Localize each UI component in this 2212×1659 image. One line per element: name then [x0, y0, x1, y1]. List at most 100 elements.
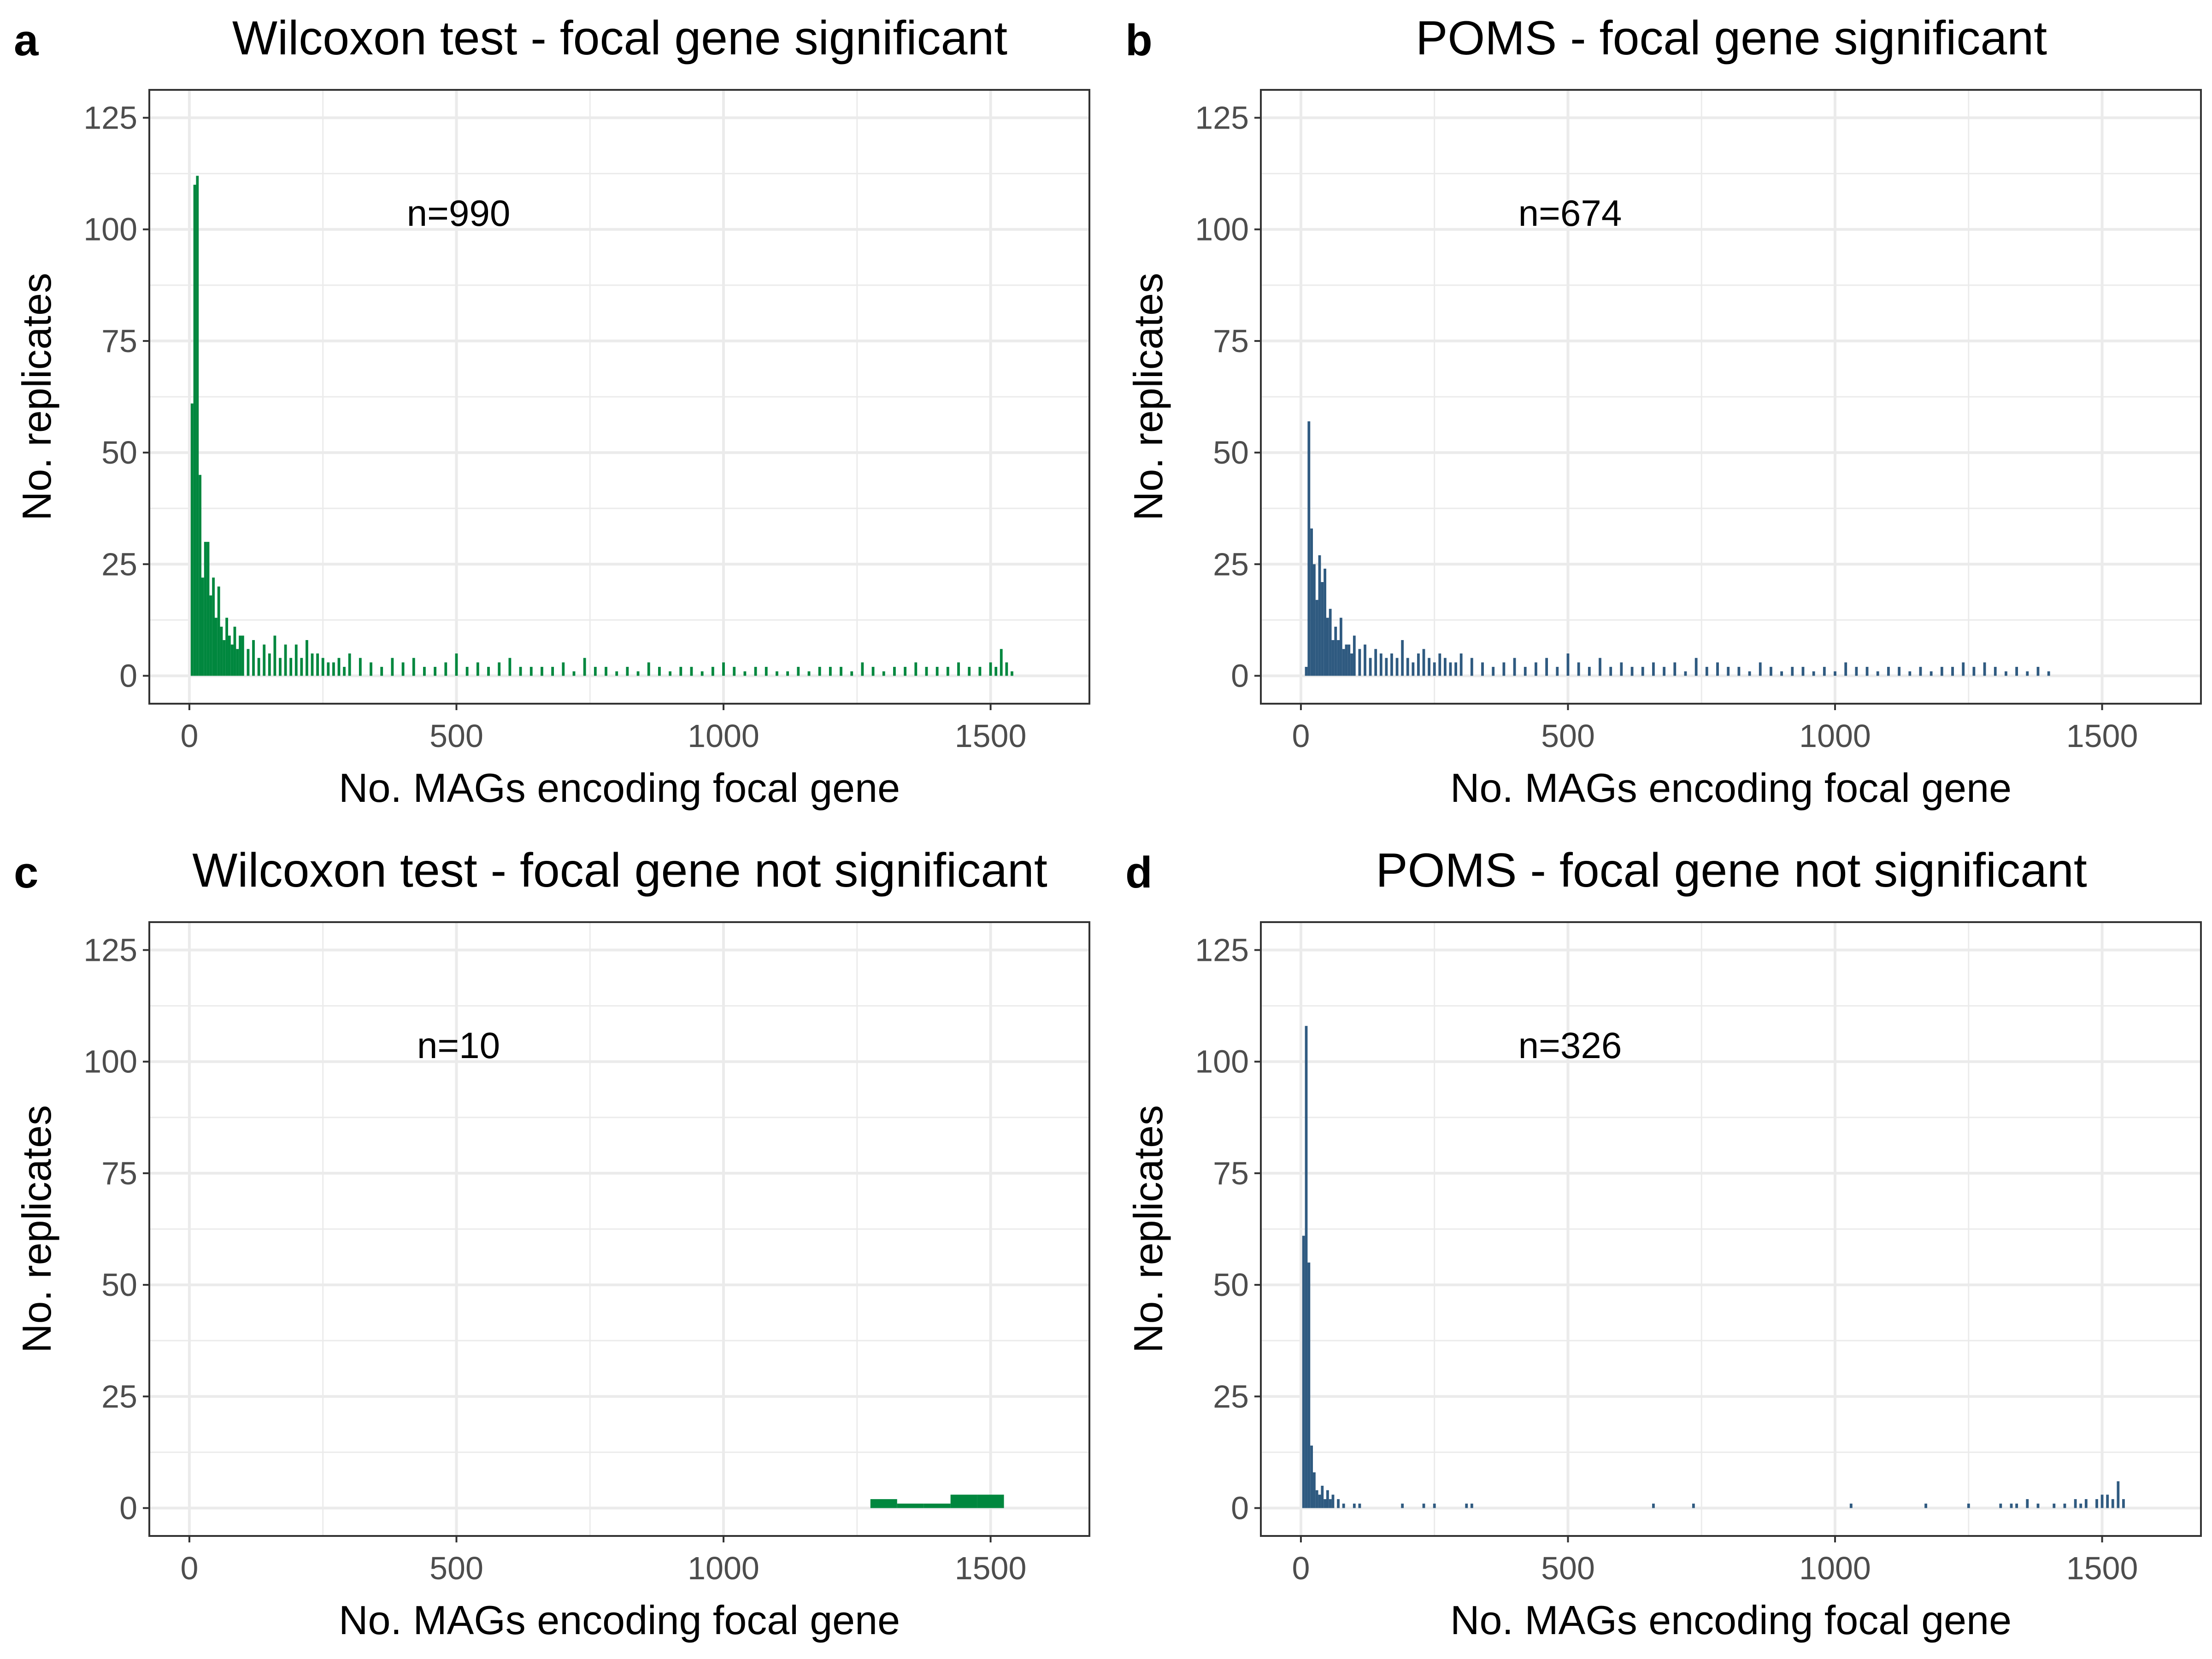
- histogram-bar: [1770, 667, 1772, 676]
- histogram-bar: [1324, 568, 1326, 676]
- x-axis: 0 500 1000 1500: [1292, 704, 2138, 754]
- y-tick-label: 100: [83, 212, 137, 247]
- histogram-bar: [583, 658, 586, 676]
- histogram-bar: [1347, 644, 1351, 676]
- histogram-bar: [925, 667, 928, 676]
- histogram-bar: [1422, 1503, 1425, 1508]
- histogram-bar: [1374, 649, 1377, 676]
- y-axis-title: No. replicates: [1125, 273, 1171, 521]
- histogram-bar: [2036, 1503, 2040, 1508]
- histogram-bar: [989, 662, 992, 676]
- histogram-bar: [239, 635, 241, 676]
- x-axis-title: No. MAGs encoding focal gene: [339, 765, 900, 811]
- histogram-bar: [722, 662, 725, 676]
- histogram-bar: [1577, 662, 1580, 676]
- histogram-bar: [348, 653, 351, 676]
- histogram-bar: [1599, 658, 1601, 676]
- histogram-bar: [1379, 653, 1382, 676]
- histogram-bar: [1630, 667, 1634, 676]
- histogram-bar: [840, 667, 842, 676]
- histogram-bar: [2047, 671, 2050, 676]
- histogram-bar: [273, 635, 276, 676]
- histogram-bar: [897, 1503, 924, 1508]
- histogram-bar: [212, 577, 215, 676]
- histogram-bar: [1876, 671, 1879, 676]
- x-axis-title: No. MAGs encoding focal gene: [1450, 1597, 2012, 1643]
- histogram-bar: [1318, 555, 1321, 676]
- y-tick-label: 75: [1213, 323, 1249, 359]
- histogram-bar: [1422, 649, 1425, 676]
- histogram-bar: [508, 658, 512, 676]
- x-tick-label: 1500: [2066, 1550, 2138, 1586]
- histogram-bar: [257, 658, 260, 676]
- histogram-bar: [434, 667, 437, 676]
- histogram-bar: [765, 667, 768, 676]
- histogram-bar: [978, 667, 982, 676]
- histogram-bar: [401, 662, 405, 676]
- y-tick-label: 100: [83, 1044, 137, 1080]
- histogram-bar: [380, 667, 383, 676]
- histogram-bar: [871, 667, 875, 676]
- histogram-bar: [519, 667, 522, 676]
- histogram-bar: [1390, 653, 1393, 676]
- histogram-bar: [1566, 653, 1570, 676]
- histogram-bar: [412, 658, 415, 676]
- histogram-bar: [957, 662, 960, 676]
- x-tick-label: 500: [1541, 1550, 1595, 1586]
- sample-size-label: n=326: [1518, 1025, 1622, 1066]
- histogram-bar: [850, 671, 853, 676]
- sample-size-label: n=10: [417, 1025, 500, 1066]
- histogram-bar: [465, 667, 469, 676]
- panel-letter: a: [14, 16, 39, 65]
- histogram-bar: [1326, 1490, 1329, 1508]
- bars: [1302, 1026, 2125, 1508]
- histogram-bar: [1443, 658, 1447, 676]
- histogram-bar: [2005, 671, 2007, 676]
- histogram-bar: [209, 595, 212, 676]
- histogram-bar: [233, 626, 236, 676]
- histogram-bar: [1844, 662, 1847, 676]
- y-axis: 0 25 50 75 100 125: [83, 932, 149, 1526]
- histogram-bar: [2084, 1499, 2088, 1508]
- histogram-bar: [626, 667, 629, 676]
- x-axis: 0 500 1000 1500: [180, 1536, 1026, 1586]
- histogram-bar: [690, 667, 693, 676]
- histogram-bar: [1315, 1490, 1318, 1508]
- histogram-bar: [1663, 667, 1666, 676]
- grid: [149, 90, 1089, 704]
- histogram-bar: [279, 658, 282, 676]
- histogram-bar: [1737, 667, 1741, 676]
- histogram-bar: [1000, 649, 1003, 676]
- histogram-bar: [268, 653, 271, 676]
- histogram-bar: [786, 671, 789, 676]
- y-axis: 0 25 50 75 100 125: [83, 100, 149, 694]
- histogram-bar: [636, 671, 640, 676]
- histogram-bar: [2079, 1503, 2083, 1508]
- histogram-bar: [1305, 1026, 1308, 1508]
- histogram-bar: [1011, 671, 1013, 676]
- histogram-bar: [241, 635, 244, 676]
- histogram-bar: [1780, 671, 1783, 676]
- y-tick-label: 75: [101, 323, 137, 359]
- histogram-bar: [1865, 667, 1869, 676]
- histogram-bar: [1524, 667, 1527, 676]
- histogram-bar: [228, 635, 231, 676]
- histogram-bar: [1433, 662, 1436, 676]
- x-axis-title: No. MAGs encoding focal gene: [339, 1597, 900, 1643]
- histogram-bar: [1324, 1499, 1326, 1508]
- histogram-bar: [2063, 1503, 2066, 1508]
- y-tick-label: 25: [101, 546, 137, 582]
- histogram-bar: [1331, 1494, 1335, 1508]
- histogram-bar: [1334, 626, 1337, 676]
- histogram-bar: [1641, 667, 1644, 676]
- histogram-bar: [1470, 658, 1473, 676]
- histogram-bar: [1305, 667, 1308, 676]
- histogram-bar: [1962, 662, 1965, 676]
- histogram-bar: [1329, 609, 1332, 676]
- y-tick-label: 50: [1213, 435, 1249, 471]
- y-tick-label: 0: [119, 1490, 137, 1526]
- histogram-bar: [1999, 1503, 2002, 1508]
- y-tick-label: 100: [1195, 1044, 1249, 1080]
- histogram-bar: [743, 671, 747, 676]
